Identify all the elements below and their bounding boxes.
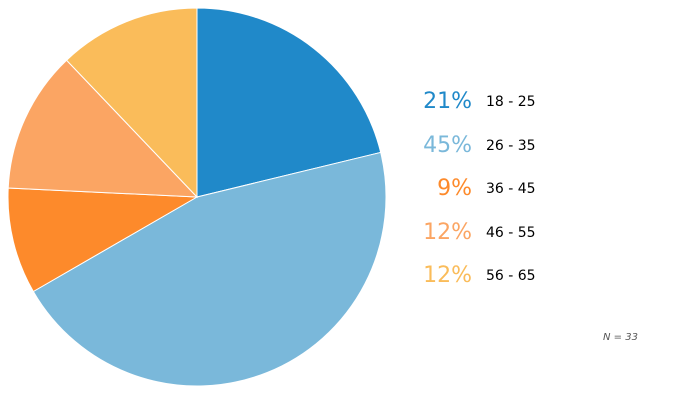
sample-size-note: N = 33 <box>603 332 638 343</box>
legend-item-18-25: 21% 18 - 25 <box>400 86 600 130</box>
pie-slice-56-65 <box>65 7 198 199</box>
legend-item-36-45: 9% 36 - 45 <box>400 173 600 217</box>
legend-value-26-35: 45% <box>423 132 472 158</box>
legend-label-26-35: 26 - 35 <box>486 137 536 154</box>
legend-value-36-45: 9% <box>437 176 472 201</box>
pie-slice-26-35 <box>32 151 387 387</box>
legend-item-26-35: 45% 26 - 35 <box>400 130 600 174</box>
pie-chart <box>7 7 387 387</box>
legend-value-46-55: 12% <box>423 219 472 245</box>
legend-label-46-55: 46 - 55 <box>486 224 536 241</box>
legend-label-36-45: 36 - 45 <box>486 181 536 197</box>
legend-item-56-65: 12% 56 - 65 <box>400 260 600 304</box>
legend-label-56-65: 56 - 65 <box>486 268 536 284</box>
pie-slice-46-55 <box>7 59 199 198</box>
legend: 21% 18 - 25 45% 26 - 35 9% 36 - 45 12% 4… <box>400 86 600 304</box>
pie-slice-18-25 <box>196 7 382 198</box>
legend-value-18-25: 21% <box>423 89 472 114</box>
pie-slice-36-45 <box>7 187 199 293</box>
legend-item-46-55: 12% 46 - 55 <box>400 217 600 261</box>
legend-label-18-25: 18 - 25 <box>486 94 536 110</box>
legend-value-56-65: 12% <box>423 263 472 288</box>
